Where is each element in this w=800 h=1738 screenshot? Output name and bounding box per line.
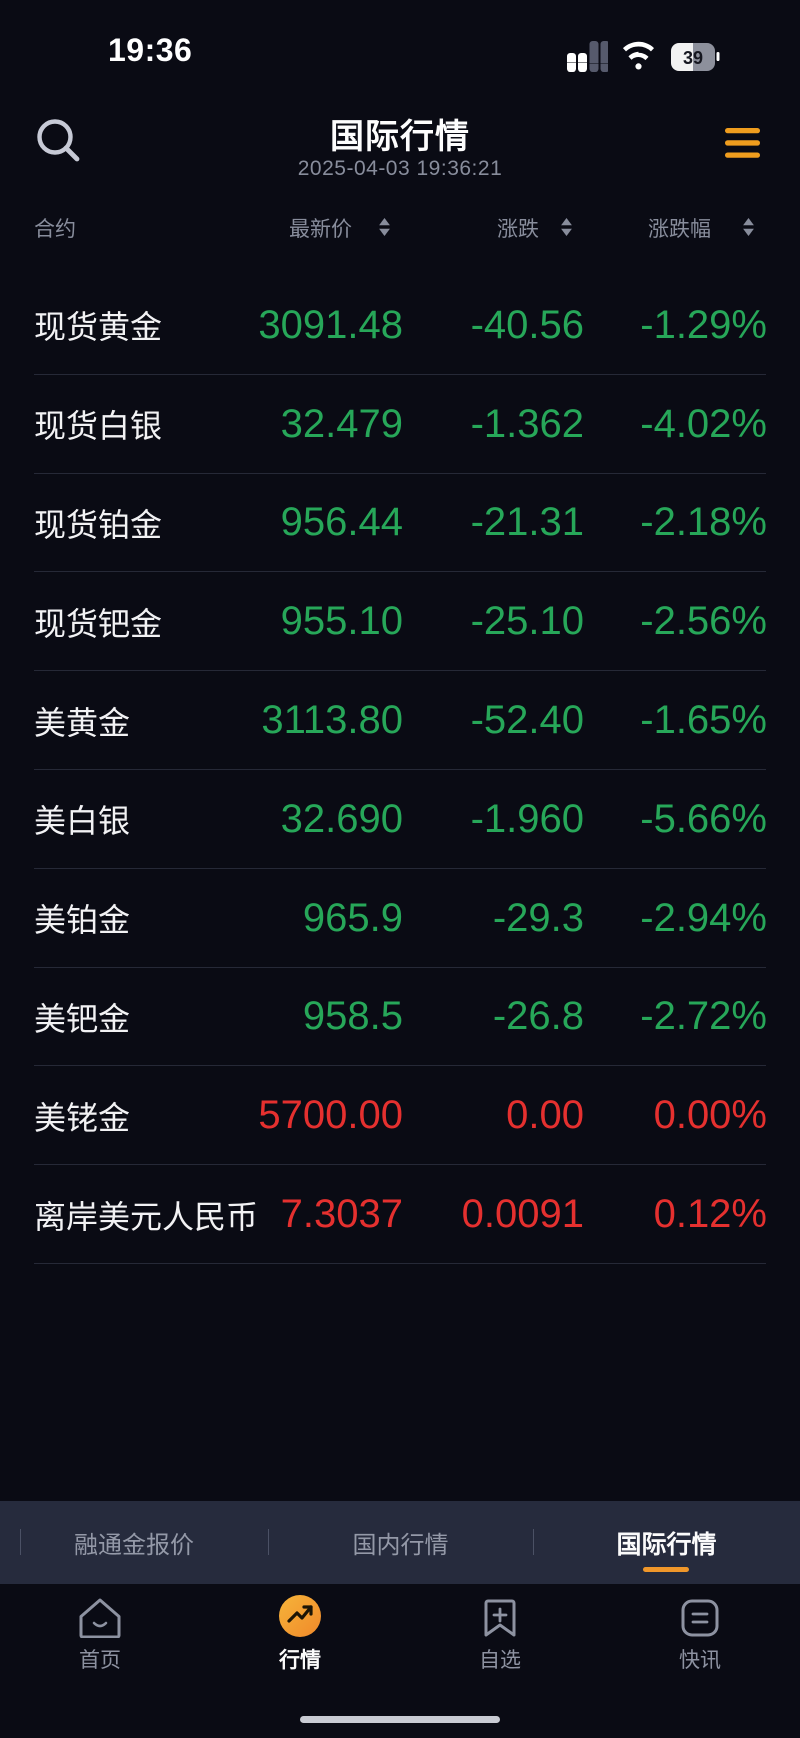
svg-text:39: 39 xyxy=(683,48,703,68)
